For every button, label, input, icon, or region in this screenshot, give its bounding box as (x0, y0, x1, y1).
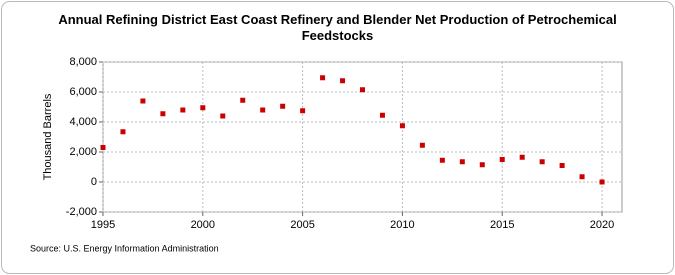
source: Source: U.S. Energy Information Administ… (30, 243, 219, 253)
marker (399, 123, 405, 129)
marker (379, 112, 385, 118)
marker (499, 157, 505, 162)
marker (260, 107, 266, 113)
marker (120, 129, 126, 135)
marker (579, 174, 585, 180)
marker (439, 157, 445, 163)
y-axis-label: Thousand Barrels (42, 93, 54, 180)
y-tick-label: 4,000 (69, 116, 97, 128)
marker (320, 75, 326, 81)
y-tick-label: 6,000 (69, 86, 97, 98)
marker (160, 111, 166, 117)
marker (180, 107, 186, 113)
marker (559, 163, 565, 168)
y-tick-label: 2,000 (69, 146, 97, 158)
x-tick-label: 2020 (590, 219, 614, 231)
x-tick-label: 1995 (91, 219, 115, 231)
marker (419, 142, 425, 148)
marker (539, 159, 545, 165)
x-tick-label: 2005 (290, 219, 314, 231)
marker (280, 103, 286, 109)
marker (340, 78, 346, 84)
marker (140, 98, 146, 104)
x-tick-label: 2000 (191, 219, 215, 231)
marker (200, 105, 206, 111)
x-tick-label: 2015 (490, 219, 514, 231)
marker (220, 113, 226, 119)
marker (459, 159, 465, 165)
marker (100, 145, 106, 150)
marker (360, 87, 365, 93)
y-tick-label: -2,000 (66, 206, 97, 218)
plot-area (102, 61, 623, 213)
marker (599, 179, 605, 185)
marker (300, 108, 306, 114)
x-tick-label: 2010 (390, 219, 414, 231)
y-tick-label: 8,000 (69, 56, 97, 68)
chart-title: Annual Refining District East Coast Refi… (58, 12, 617, 43)
y-tick-label: 0 (91, 176, 97, 188)
marker (479, 162, 485, 168)
marker (519, 154, 525, 160)
marker (240, 97, 246, 103)
